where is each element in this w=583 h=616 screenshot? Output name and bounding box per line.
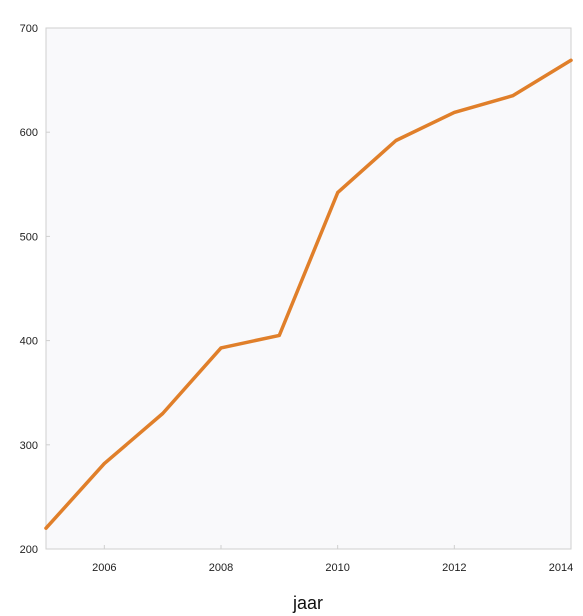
data-point [219,346,223,350]
series-layer [44,58,573,530]
data-point [511,94,515,98]
data-point [44,526,48,530]
plot-area [45,27,572,550]
x-axis-title: jaar [292,593,323,613]
data-point [161,412,165,416]
y-tick-label: 600 [20,127,38,139]
y-tick-label: 200 [20,544,38,556]
data-point [569,58,573,62]
x-tick-label: 2006 [92,562,116,574]
data-point [277,333,281,337]
data-point [452,110,456,114]
data-point [394,139,398,143]
x-tick-label: 2008 [209,562,233,574]
x-tick-label: 2010 [325,562,349,574]
x-tick-label: 2012 [442,562,466,574]
data-point [102,462,106,466]
x-axis: 2006 2008 2010 2012 2014 [92,545,573,574]
y-tick-label: 500 [20,231,38,243]
y-tick-label: 700 [20,23,38,35]
data-point [336,191,340,195]
y-tick-label: 400 [20,336,38,348]
y-axis: 200 300 400 500 600 700 [20,23,50,556]
y-tick-label: 300 [20,440,38,452]
series-line [44,58,573,530]
x-tick-label: 2014 [549,562,573,574]
